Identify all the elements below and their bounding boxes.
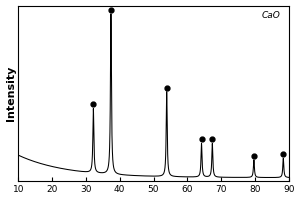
Text: CaO: CaO (262, 11, 281, 20)
Y-axis label: Intensity: Intensity (6, 65, 16, 121)
